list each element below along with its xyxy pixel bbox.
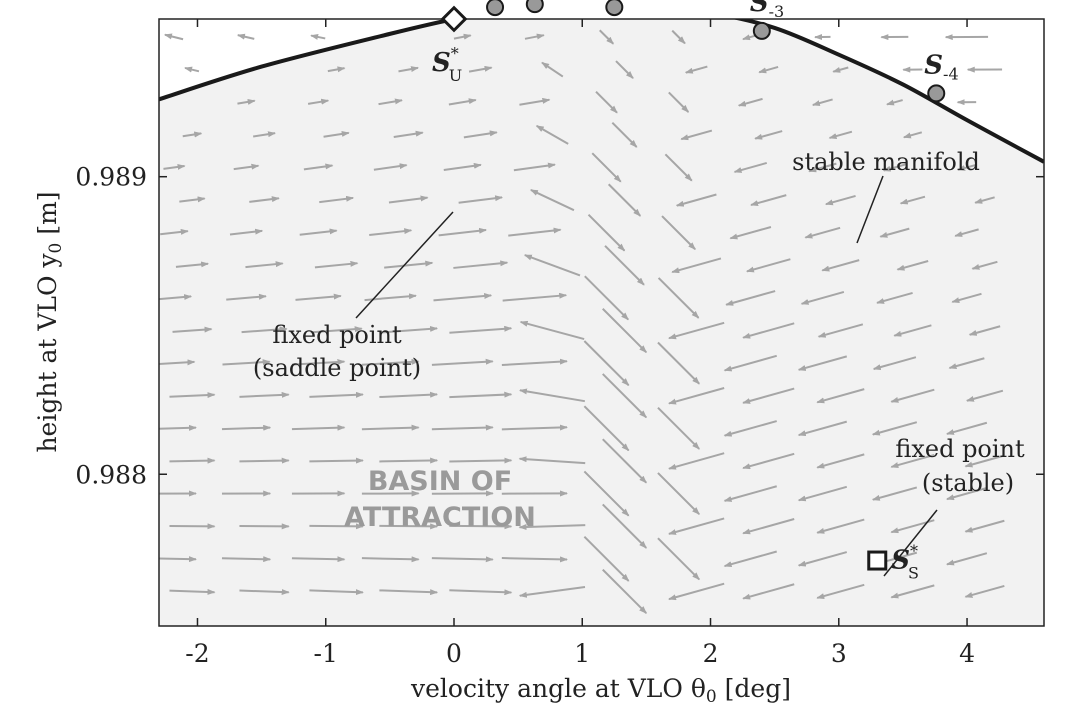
stable-annotation-line1: fixed point (895, 435, 1025, 463)
vector-arrow (311, 36, 325, 39)
stable-point-marker (869, 552, 886, 569)
x-tick-label: 0 (446, 639, 462, 668)
vector-arrow (165, 35, 183, 39)
iterate-marker (527, 0, 543, 12)
x-tick-label: -2 (185, 639, 209, 668)
vector-arrow (362, 558, 419, 559)
basin-label-line2: ATTRACTION (344, 502, 536, 533)
x-tick-label: -1 (314, 639, 338, 668)
iterate-label: S-4 (924, 50, 958, 83)
vector-arrow (432, 558, 493, 559)
x-axis-title: velocity angle at VLO θ0 [deg] (410, 674, 791, 707)
stable-annotation-line2: (stable) (922, 469, 1014, 497)
vector-arrow (238, 35, 254, 39)
y-axis-title: height at VLO y0 [m] (33, 191, 66, 452)
vector-arrow (222, 558, 270, 559)
y-tick-label: 0.989 (75, 163, 147, 192)
vector-arrow (239, 461, 288, 462)
vector-arrow (185, 68, 199, 71)
iterate-marker (487, 0, 503, 15)
iterate-label: S-3 (750, 0, 784, 21)
vector-arrow (292, 558, 344, 559)
x-tick-label: 4 (959, 639, 975, 668)
vector-arrow (449, 460, 511, 461)
iterate-marker (606, 0, 622, 15)
saddle-annotation-line1: fixed point (272, 321, 402, 349)
vector-arrow (379, 460, 437, 461)
vector-arrow (169, 461, 214, 462)
saddle-annotation-line2: (saddle point) (253, 354, 421, 382)
vector-arrow (309, 460, 363, 461)
basin-label-line1: BASIN OF (368, 466, 512, 497)
x-tick-label: 3 (831, 639, 847, 668)
plot-area (152, 4, 1044, 626)
manifold-annotation: stable manifold (792, 148, 980, 176)
iterate-marker (928, 85, 944, 101)
iterate-marker (754, 23, 770, 39)
x-tick-label: 1 (574, 639, 590, 668)
x-tick-label: 2 (703, 639, 719, 668)
y-tick-label: 0.988 (75, 460, 147, 489)
